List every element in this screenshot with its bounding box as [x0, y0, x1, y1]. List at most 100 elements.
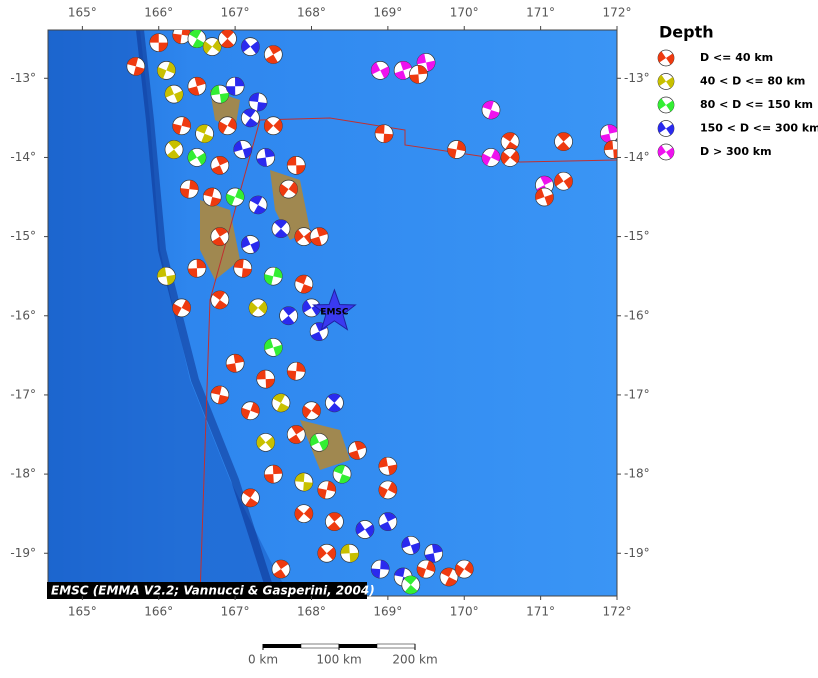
ball-lobe	[604, 140, 617, 159]
event-beachball	[439, 567, 459, 587]
ball-lobe	[371, 560, 390, 579]
ball-lobe	[502, 132, 518, 151]
ball-lobe	[302, 300, 321, 316]
event-beachball	[302, 298, 321, 318]
x-tick-label: 168°	[297, 605, 326, 619]
x-tick-label: 171°	[526, 605, 555, 619]
event-beachball	[256, 433, 276, 452]
ball-lobe	[241, 236, 260, 253]
ball-lobe	[166, 140, 182, 159]
x-tick-label: 165°	[68, 6, 97, 20]
ball-lobe	[218, 117, 237, 134]
ball-lobe	[172, 299, 191, 316]
event-beachball	[241, 108, 260, 128]
ball-lobe	[211, 385, 229, 404]
x-tick-label: 169°	[373, 6, 402, 20]
ball-lobe	[375, 124, 394, 143]
event-beachball	[309, 433, 329, 452]
scale-segment	[339, 644, 377, 648]
event-beachball	[210, 290, 230, 310]
event-beachball	[424, 543, 444, 563]
ball-lobe	[600, 124, 617, 143]
event-beachball	[279, 179, 298, 199]
ball-lobe	[264, 267, 283, 285]
event-beachball	[378, 512, 398, 531]
scale-segment	[300, 643, 340, 649]
star-label: EMSC	[320, 307, 349, 317]
event-beachball	[302, 401, 321, 421]
credit-box	[47, 582, 367, 599]
event-beachball	[378, 480, 398, 500]
y-tick-label: -14°	[624, 150, 650, 164]
event-beachball	[225, 187, 245, 207]
event-beachball	[210, 385, 230, 405]
ball-lobe	[317, 546, 336, 561]
event-beachball	[218, 30, 237, 49]
ball-lobe	[287, 156, 306, 175]
event-beachball	[202, 187, 222, 207]
event-beachball	[233, 258, 253, 278]
legend-label: D > 300 km	[700, 145, 772, 158]
x-tick-label: 170°	[450, 605, 479, 619]
x-tick-label: 170°	[450, 6, 479, 20]
ball-lobe	[256, 148, 275, 167]
ball-lobe	[203, 188, 221, 207]
event-beachball	[263, 45, 283, 64]
ball-lobe	[249, 93, 267, 112]
ball-lobe	[371, 62, 390, 79]
ball-lobe	[294, 506, 313, 521]
event-beachball	[294, 472, 314, 492]
event-beachball	[256, 369, 276, 389]
ball-lobe	[658, 145, 674, 159]
legend-symbol	[657, 143, 675, 161]
y-tick-label: -19°	[10, 546, 36, 560]
event-beachball	[263, 338, 283, 357]
ball-lobe	[264, 465, 283, 484]
x-tick-label: 166°	[144, 6, 173, 20]
event-beachball	[179, 179, 199, 199]
event-beachball	[172, 30, 192, 45]
ball-lobe	[455, 561, 474, 577]
event-beachball	[374, 124, 394, 144]
x-tick-label: 171°	[526, 6, 555, 20]
x-tick-label: 165°	[68, 605, 97, 619]
ball-lobe	[226, 354, 244, 373]
credit: EMSC (EMMA V2.2; Vannucci & Gasperini, 2…	[51, 584, 375, 598]
ball-lobe	[273, 560, 289, 579]
ball-lobe	[157, 62, 176, 79]
event-beachball	[271, 219, 291, 239]
ball-lobe	[287, 362, 306, 381]
ball-lobe	[188, 77, 206, 96]
ball-lobe	[294, 473, 313, 492]
ball-lobe	[554, 173, 573, 189]
ball-lobe	[233, 140, 252, 159]
ball-lobe	[658, 121, 674, 136]
ball-lobe	[417, 53, 436, 72]
ball-lobe	[264, 119, 283, 133]
ball-lobe	[401, 536, 420, 554]
event-beachball	[481, 148, 501, 167]
ball-lobe	[272, 393, 289, 412]
event-beachball	[294, 504, 314, 524]
ball-lobe	[294, 229, 313, 244]
legend-label: 40 < D <= 80 km	[700, 75, 805, 88]
scale-label: 100 km	[316, 653, 361, 667]
event-beachball	[210, 84, 230, 104]
y-tick-label: -13°	[10, 71, 36, 85]
event-beachball	[286, 361, 306, 381]
ball-lobe	[295, 275, 313, 294]
legend-symbol	[657, 120, 675, 137]
event-beachball	[481, 100, 501, 120]
event-beachball	[416, 559, 436, 579]
event-beachball	[263, 116, 283, 136]
event-beachball	[241, 488, 260, 508]
x-tick-label: 167°	[221, 605, 250, 619]
ball-lobe	[379, 512, 396, 531]
y-tick-label: -14°	[10, 150, 36, 164]
ball-lobe	[187, 149, 206, 166]
x-tick-label: 172°	[603, 605, 632, 619]
ball-lobe	[658, 98, 674, 112]
ball-lobe	[221, 30, 234, 48]
event-beachball	[157, 61, 176, 80]
